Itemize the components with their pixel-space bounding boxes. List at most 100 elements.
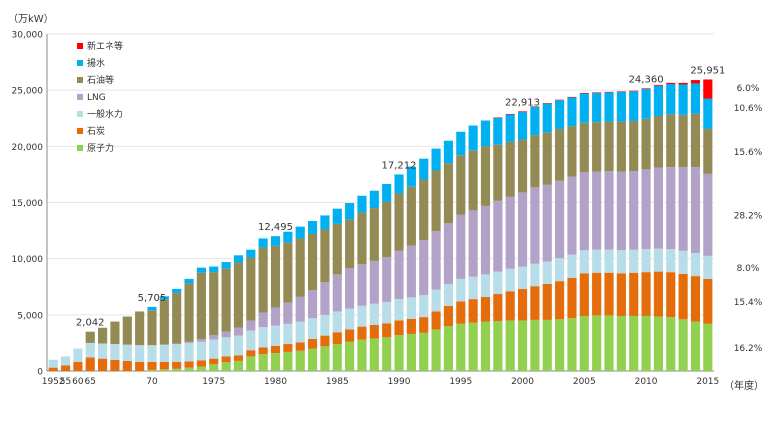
bar-segment — [579, 122, 589, 173]
y-tick-labels: 0 5,000 10,000 15,000 20,000 25,000 30,000 — [12, 31, 44, 378]
legend-swatch — [77, 60, 83, 66]
bar-segment — [616, 171, 626, 251]
bar-segment — [480, 296, 491, 322]
bar-segment — [443, 163, 453, 224]
bar-segment — [295, 350, 305, 371]
bar-segment — [579, 273, 589, 316]
bar-segment — [184, 341, 194, 343]
bar-segment — [135, 345, 145, 363]
legend-label: 新エネ等 — [87, 40, 123, 52]
bar-segment — [666, 167, 676, 250]
legend-swatch — [77, 43, 83, 49]
bar-segment — [517, 139, 528, 193]
bar-segment — [629, 315, 639, 371]
bar-segment — [431, 231, 441, 290]
bar-segment — [184, 278, 194, 284]
bar-segment — [270, 307, 281, 326]
bar-segment — [456, 301, 466, 324]
bar-segment — [258, 327, 268, 348]
bar-segment — [73, 362, 83, 371]
bar-segment — [345, 219, 355, 269]
bar-segment — [295, 296, 305, 322]
legend-label: 原子力 — [87, 142, 114, 154]
bar-segment — [579, 92, 589, 94]
bar-segment — [246, 350, 256, 357]
bar-segment — [480, 146, 491, 206]
bar-segment — [419, 240, 429, 296]
bar-segment — [369, 303, 379, 325]
bar-segment — [641, 118, 651, 170]
bar-segment — [666, 114, 676, 168]
bar-segment — [209, 364, 219, 371]
bar-segment — [221, 362, 231, 371]
bar-segment — [258, 347, 268, 355]
bar-segment — [592, 122, 602, 172]
bar-segment — [110, 344, 120, 360]
bar-segment — [159, 344, 169, 363]
bar-segment — [530, 286, 540, 320]
legend-label: 一般水力 — [87, 108, 123, 120]
x-tick-label: 2010 — [635, 377, 658, 387]
total-data-label: 25,951 — [690, 65, 725, 76]
y-tick-label: 30,000 — [12, 31, 44, 41]
bar-segment — [653, 248, 663, 272]
bar-segment — [431, 311, 441, 330]
bar-segment — [357, 326, 367, 340]
bar-segment — [172, 368, 182, 371]
bar-segment — [196, 360, 206, 367]
bar-segment — [579, 315, 589, 371]
x-tick-label: 1985 — [326, 377, 349, 387]
bar-segment — [147, 306, 157, 311]
x-tick-label: 1990 — [388, 377, 411, 387]
bar-segment — [98, 343, 108, 359]
legend-swatch — [77, 111, 83, 117]
bar-segment — [122, 360, 132, 371]
total-data-label: 22,913 — [505, 97, 540, 108]
bar-segment — [517, 289, 528, 321]
bar-segment — [172, 344, 182, 363]
bar-segment — [666, 272, 676, 318]
bar-segment — [678, 82, 688, 85]
bar-segment — [209, 358, 219, 365]
bar-segment — [345, 341, 355, 371]
y-tick-label: 5,000 — [17, 311, 43, 321]
legend-swatch — [77, 94, 83, 100]
bar-segment — [604, 171, 614, 250]
legend-swatch — [77, 77, 83, 83]
bar-segment — [382, 183, 392, 202]
bar-segment — [629, 249, 639, 273]
bar-segment — [209, 266, 219, 273]
bar-segment — [196, 272, 206, 339]
bar-segment — [246, 249, 256, 258]
y-tick-label: 25,000 — [12, 87, 44, 97]
bar-segment — [283, 344, 293, 352]
bar-segment — [542, 103, 552, 133]
bar-segment — [295, 226, 305, 239]
bar-segment — [307, 348, 318, 371]
bar-segment — [616, 273, 626, 316]
bar-segment — [357, 264, 367, 306]
x-tick-label: 65 — [85, 377, 96, 387]
bar-segment — [369, 324, 379, 339]
bar-segment — [221, 262, 231, 269]
bar-segment — [604, 91, 614, 93]
bar-segment — [616, 315, 626, 371]
bar-segment — [567, 176, 577, 255]
bar-segment — [233, 335, 244, 356]
bar-segment — [320, 314, 330, 336]
bar-segment — [357, 339, 367, 371]
bar-segment — [209, 335, 219, 340]
bar-segment — [703, 255, 713, 279]
share-label: 10.6% — [734, 104, 763, 114]
x-tick-label: 1980 — [264, 377, 287, 387]
x-axis-unit: （年度） — [724, 379, 764, 392]
axes — [46, 34, 714, 372]
bar-segment — [283, 231, 293, 243]
bar-segment — [579, 250, 589, 274]
bar-segment — [270, 245, 281, 308]
bar-segment — [419, 317, 429, 333]
bar-segment — [703, 128, 713, 174]
x-tick-label: 1952 — [42, 377, 65, 387]
share-labels: 6.0% 10.6% 15.6% 28.2% 8.0% 15.4% 16.2% — [734, 84, 763, 354]
